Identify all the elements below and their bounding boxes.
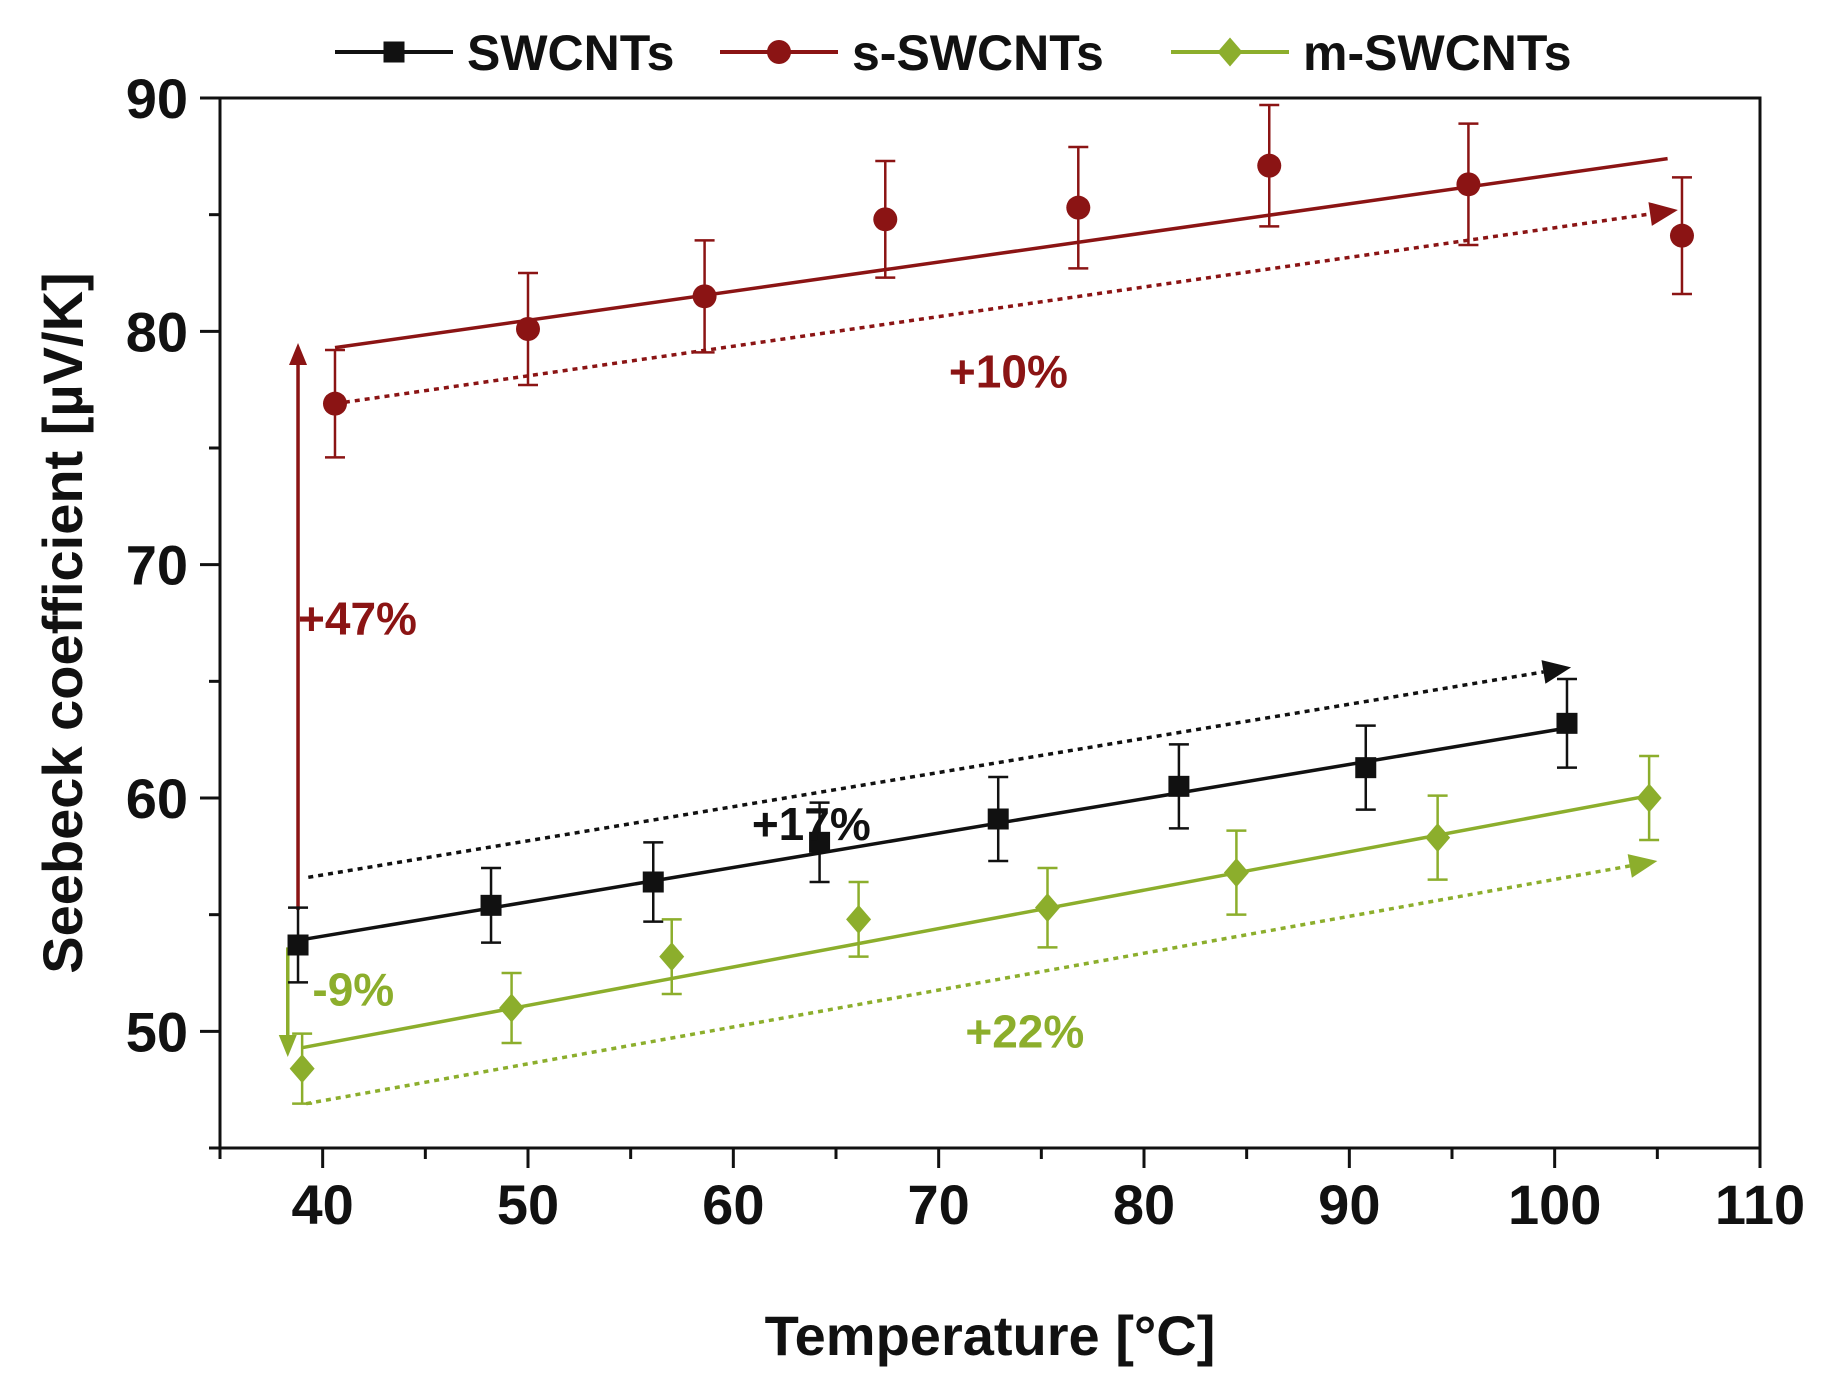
data-point-s-SWCNTs — [322, 391, 347, 416]
data-point-m-SWCNTs — [289, 1054, 315, 1084]
data-point-s-SWCNTs — [692, 284, 717, 309]
x-axis: 40 50 60 70 80 90 100 110 — [218, 1148, 1805, 1236]
sw-trend-arrow-head — [1541, 660, 1572, 684]
legend: SWCNTs s-SWCNTs m-SWCNTs — [335, 25, 1572, 81]
data-point-s-SWCNTs — [1669, 223, 1694, 248]
data-point-m-SWCNTs — [1425, 823, 1451, 853]
sw-trend-arrow-shaft — [308, 670, 1544, 880]
y-tick-label: 50 — [126, 1000, 188, 1063]
data-point-s-SWCNTs — [1456, 172, 1481, 197]
x-tick-label: 70 — [908, 1173, 970, 1236]
data-point-SWCNTs — [1355, 757, 1377, 779]
legend-marker-s-SWCNTs — [767, 40, 791, 64]
x-tick-label: 50 — [497, 1173, 559, 1236]
legend-label-s-SWCNTs: s-SWCNTs — [852, 25, 1104, 81]
x-tick-label: 60 — [702, 1173, 764, 1236]
s-jump-arrow-head — [289, 343, 308, 365]
annotation-label: +17% — [752, 798, 871, 850]
legend-marker-m-SWCNTs — [1217, 37, 1243, 67]
x-tick-label: 110 — [1715, 1173, 1805, 1236]
data-point-s-SWCNTs — [516, 317, 540, 341]
annotation-label: +22% — [965, 1006, 1084, 1058]
data-point-SWCNTs — [642, 871, 664, 893]
data-point-SWCNTs — [809, 831, 831, 853]
legend-marker-SWCNTs — [383, 41, 405, 63]
data-point-SWCNTs — [287, 934, 309, 956]
m-drop-arrow-head — [278, 1035, 297, 1057]
y-tick-label: 70 — [126, 534, 188, 597]
annotation-label: +47% — [298, 593, 417, 645]
data-point-m-SWCNTs — [1636, 783, 1662, 813]
s-trend-arrow-head — [1648, 202, 1678, 226]
data-point-s-SWCNTs — [1066, 195, 1091, 220]
fit-lines — [297, 156, 1668, 1050]
legend-label-m-SWCNTs: m-SWCNTs — [1303, 25, 1572, 81]
x-tick-label: 80 — [1113, 1173, 1175, 1236]
annotations: +10% +47% +17% -9% +22% — [298, 345, 1084, 1057]
x-tick-label: 90 — [1318, 1173, 1380, 1236]
x-axis-label: Temperature [°C] — [765, 1304, 1216, 1367]
legend-label-SWCNTs: SWCNTs — [467, 25, 674, 81]
trend-arrows — [278, 202, 1678, 1106]
y-tick-label: 90 — [126, 67, 188, 130]
data-points — [287, 153, 1694, 1084]
data-point-s-SWCNTs — [1257, 153, 1282, 178]
data-point-m-SWCNTs — [659, 942, 685, 972]
y-axis-label: Seebeck coefficient [µV/K] — [31, 272, 94, 973]
m-trend-arrow-shaft — [305, 864, 1631, 1106]
data-point-SWCNTs — [480, 894, 502, 916]
data-point-s-SWCNTs — [873, 207, 898, 232]
y-tick-label: 60 — [126, 767, 188, 830]
data-point-m-SWCNTs — [499, 993, 525, 1023]
y-axis: 50 60 70 80 90 — [126, 67, 220, 1150]
error-bars — [288, 103, 1692, 1105]
data-point-m-SWCNTs — [1034, 893, 1060, 923]
annotation-label: +10% — [949, 345, 1068, 397]
annotation-label: -9% — [312, 964, 394, 1016]
plot-frame — [218, 96, 1762, 1150]
y-tick-label: 80 — [126, 300, 188, 363]
data-point-SWCNTs — [1556, 712, 1578, 734]
s-trend-arrow-shaft — [334, 212, 1651, 406]
x-tick-label: 100 — [1508, 1173, 1601, 1236]
fit-line-m-SWCNTs — [301, 793, 1650, 1050]
m-trend-arrow-head — [1627, 854, 1658, 878]
fit-line-s-SWCNTs — [334, 156, 1668, 350]
x-tick-label: 40 — [292, 1173, 354, 1236]
data-point-SWCNTs — [1168, 775, 1190, 797]
data-point-m-SWCNTs — [846, 904, 872, 934]
data-point-m-SWCNTs — [1223, 858, 1249, 888]
data-point-SWCNTs — [987, 808, 1009, 830]
